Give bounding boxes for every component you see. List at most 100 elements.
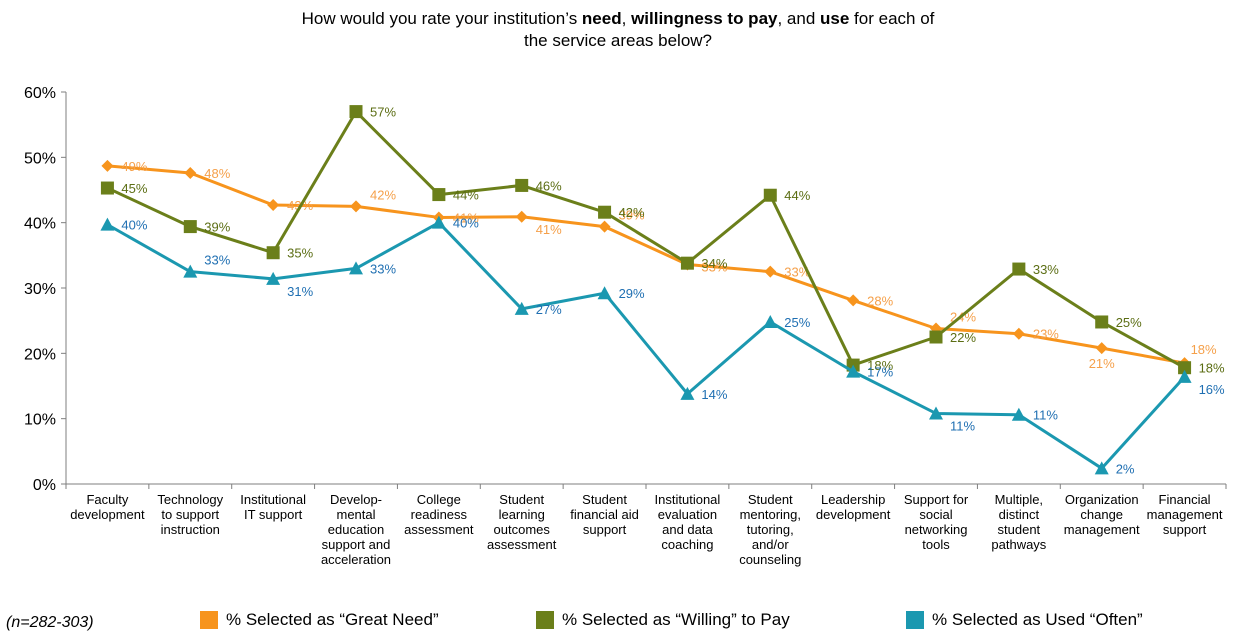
x-tick-label-line: Institutional	[655, 492, 721, 507]
data-point-willing-to-pay	[929, 330, 943, 344]
data-label-great-need: 18%	[1191, 342, 1217, 357]
y-tick-label: 40%	[24, 216, 56, 233]
x-tick-label-line: social	[919, 507, 952, 522]
x-tick-label-line: Organization	[1065, 492, 1139, 507]
x-tick-label: Student mentoring, tutoring, and/or counseli…	[739, 492, 801, 567]
legend-item-used-often: % Selected as Used “Often”	[906, 610, 1143, 630]
data-point-great-need	[184, 167, 197, 180]
data-label-willing-to-pay: 42%	[619, 205, 645, 220]
data-label-used-often: 25%	[784, 315, 810, 330]
x-tick-label: Multiple, distinct student pathways	[991, 492, 1046, 552]
data-point-great-need	[515, 210, 528, 223]
x-tick-label: Develop-mental education support and accele…	[321, 492, 391, 567]
legend-swatch-great-need	[200, 611, 218, 629]
data-label-willing-to-pay: 22%	[950, 330, 976, 345]
x-tick-label-line: assessment	[404, 522, 474, 537]
series-line-great-need	[107, 164, 1185, 365]
data-label-willing-to-pay: 33%	[1033, 262, 1059, 277]
x-tick-label-line: distinct	[999, 507, 1040, 522]
x-tick-label-line: development	[816, 507, 891, 522]
data-label-willing-to-pay: 18%	[1199, 361, 1225, 376]
title-text: for each of	[849, 9, 935, 28]
data-point-willing-to-pay	[680, 256, 694, 270]
data-label-used-often: 11%	[1033, 408, 1058, 423]
data-point-great-need	[267, 199, 280, 212]
x-tick-label-line: Multiple,	[995, 492, 1043, 507]
data-point-great-need	[847, 294, 860, 307]
data-point-willing-to-pay	[1095, 315, 1109, 329]
data-point-used-often	[349, 261, 363, 275]
x-tick-label-line: tools	[922, 537, 950, 552]
x-tick-label-line: to support	[161, 507, 219, 522]
data-label-used-often: 33%	[370, 261, 396, 276]
data-point-willing-to-pay	[1178, 361, 1192, 375]
x-tick-label-line: student	[998, 522, 1041, 537]
legend-swatch-willing-to-pay	[536, 611, 554, 629]
x-tick-label-line: and data	[662, 522, 713, 537]
x-tick-label: Technology to support instruction	[157, 492, 223, 537]
data-label-used-often: 31%	[287, 284, 313, 299]
x-tick-label-line: Student	[499, 492, 544, 507]
data-label-great-need: 39%	[619, 208, 645, 223]
data-point-willing-to-pay	[515, 178, 529, 192]
x-tick-label-line: development	[70, 507, 145, 522]
data-point-used-often	[597, 286, 612, 300]
title-bold-need: need	[581, 9, 622, 28]
x-tick-label-line: Financial	[1159, 492, 1211, 507]
data-label-used-often: 33%	[204, 253, 230, 268]
x-tick-label-line: readiness	[411, 507, 468, 522]
title-bold-willingness: willingness to pay	[631, 9, 778, 28]
x-tick-label-line: IT support	[244, 507, 303, 522]
data-label-great-need: 42%	[370, 187, 396, 202]
data-point-great-need	[101, 159, 114, 172]
data-point-great-need	[350, 200, 362, 213]
data-point-used-often	[1011, 407, 1026, 421]
x-tick-label: Organization change management	[1064, 492, 1140, 537]
x-tick-label-line: learning	[499, 507, 545, 522]
x-tick-label: Student learning outcomes assessment	[487, 492, 557, 552]
y-tick-label: 10%	[24, 412, 56, 429]
x-tick-label-line: mental	[336, 507, 375, 522]
chart-title: How would you rate your institution’s ne…	[0, 8, 1236, 52]
data-point-used-often	[431, 215, 446, 229]
x-tick-label: Institutional IT support	[240, 492, 306, 522]
data-label-willing-to-pay: 35%	[287, 246, 313, 261]
x-tick-label: Student financial aid support	[570, 492, 639, 537]
y-tick-label: 30%	[24, 281, 56, 298]
data-point-great-need	[764, 265, 777, 278]
data-label-great-need: 21%	[1089, 356, 1115, 371]
y-tick-label: 20%	[24, 346, 56, 363]
x-tick-label-line: Leadership	[821, 492, 885, 507]
data-point-willing-to-pay	[763, 188, 777, 202]
data-label-great-need: 41%	[453, 210, 479, 225]
data-label-used-often: 29%	[619, 286, 645, 301]
x-tick-label-line: coaching	[661, 537, 713, 552]
data-label-willing-to-pay: 44%	[453, 188, 479, 203]
data-label-great-need: 33%	[701, 259, 727, 274]
x-tick-label-line: networking	[905, 522, 968, 537]
data-point-willing-to-pay	[349, 105, 363, 119]
data-label-used-often: 16%	[1199, 382, 1225, 397]
x-tick-label: Institutional evaluation and data coaching	[655, 492, 721, 552]
x-tick-label-line: management	[1064, 522, 1140, 537]
data-point-used-often	[1177, 369, 1192, 383]
data-label-used-often: 40%	[121, 218, 147, 233]
title-text: , and	[777, 9, 821, 28]
data-label-willing-to-pay: 34%	[701, 256, 727, 271]
x-tick-label-line: financial aid	[570, 507, 639, 522]
x-tick-label-line: evaluation	[658, 507, 717, 522]
data-label-willing-to-pay: 57%	[370, 105, 396, 120]
data-label-great-need: 49%	[121, 159, 147, 174]
data-label-willing-to-pay: 25%	[1116, 315, 1142, 330]
data-point-great-need	[1095, 342, 1108, 355]
x-tick-label-line: Student	[748, 492, 793, 507]
x-tick-label: Support for social networking tools	[904, 492, 969, 552]
data-label-used-often: 40%	[453, 216, 479, 231]
chart-legend: % Selected as “Great Need” % Selected as…	[0, 610, 1236, 634]
x-tick-label-line: Technology	[157, 492, 223, 507]
legend-label-used-often: % Selected as Used “Often”	[932, 610, 1143, 629]
data-point-used-often	[1094, 461, 1109, 475]
line-chart: 0%10%20%30%40%50%60%Faculty developmentTe…	[24, 85, 1227, 567]
x-tick-label-line: College	[417, 492, 461, 507]
x-tick-label-line: acceleration	[321, 552, 391, 567]
